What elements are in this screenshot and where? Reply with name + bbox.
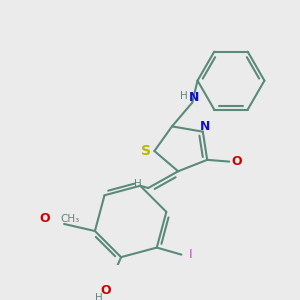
Text: S: S <box>141 144 151 158</box>
Text: I: I <box>188 248 192 261</box>
Text: N: N <box>200 120 210 133</box>
Text: H: H <box>181 91 188 100</box>
Text: N: N <box>189 91 199 104</box>
Text: H: H <box>95 292 103 300</box>
Text: O: O <box>39 212 50 225</box>
Text: H: H <box>134 178 142 189</box>
Text: O: O <box>231 155 242 168</box>
Text: O: O <box>100 284 110 297</box>
Text: CH₃: CH₃ <box>61 214 80 224</box>
